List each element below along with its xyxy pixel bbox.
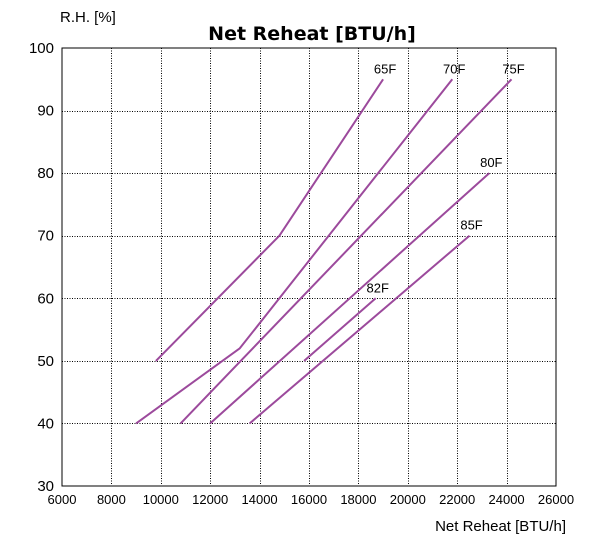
y-tick-label: 90 bbox=[37, 103, 54, 120]
y-tick-label: 80 bbox=[37, 165, 54, 182]
x-tick-label: 24000 bbox=[489, 492, 525, 507]
y-tick-label: 100 bbox=[29, 40, 54, 57]
series-labels: 65F 70F 75F 80F 82F 85F bbox=[366, 61, 524, 295]
series-label-70f: 70F bbox=[443, 61, 465, 76]
series-lines bbox=[135, 78, 513, 425]
y-tick-label: 30 bbox=[37, 478, 54, 495]
series-line-85f bbox=[249, 234, 471, 425]
x-tick-label: 18000 bbox=[340, 492, 376, 507]
series-label-80f: 80F bbox=[480, 155, 502, 170]
y-axis-label: R.H. [%] bbox=[60, 9, 116, 26]
x-tick-label: 12000 bbox=[192, 492, 228, 507]
y-tick-label: 50 bbox=[37, 353, 54, 370]
series-line-75f bbox=[179, 78, 513, 425]
x-tick-label: 20000 bbox=[390, 492, 426, 507]
series-line-70f bbox=[135, 78, 454, 425]
series-label-75f: 75F bbox=[502, 61, 524, 76]
y-tick-label: 60 bbox=[37, 290, 54, 307]
series-line-82f bbox=[303, 297, 377, 362]
x-tick-label: 14000 bbox=[242, 492, 278, 507]
y-tick-label: 40 bbox=[37, 415, 54, 432]
plot-area-border bbox=[61, 47, 557, 487]
x-tick-label: 8000 bbox=[97, 492, 126, 507]
x-tick-label: 26000 bbox=[538, 492, 574, 507]
x-tick-label: 22000 bbox=[439, 492, 475, 507]
series-line-80f bbox=[209, 172, 490, 425]
x-tick-label: 16000 bbox=[291, 492, 327, 507]
x-axis-label: Net Reheat [BTU/h] bbox=[435, 518, 566, 535]
chart-title: Net Reheat [BTU/h] bbox=[208, 23, 416, 45]
tick-labels: 30 40 50 60 70 80 90 100 6000 8000 10000 12000 14000… bbox=[29, 40, 574, 507]
x-tick-label: 6000 bbox=[48, 492, 77, 507]
y-tick-label: 70 bbox=[37, 228, 54, 245]
series-label-82f: 82F bbox=[366, 280, 388, 295]
series-label-85f: 85F bbox=[460, 218, 482, 233]
x-tick-label: 10000 bbox=[143, 492, 179, 507]
series-label-65f: 65F bbox=[374, 61, 396, 76]
series-line-65f bbox=[155, 78, 384, 362]
